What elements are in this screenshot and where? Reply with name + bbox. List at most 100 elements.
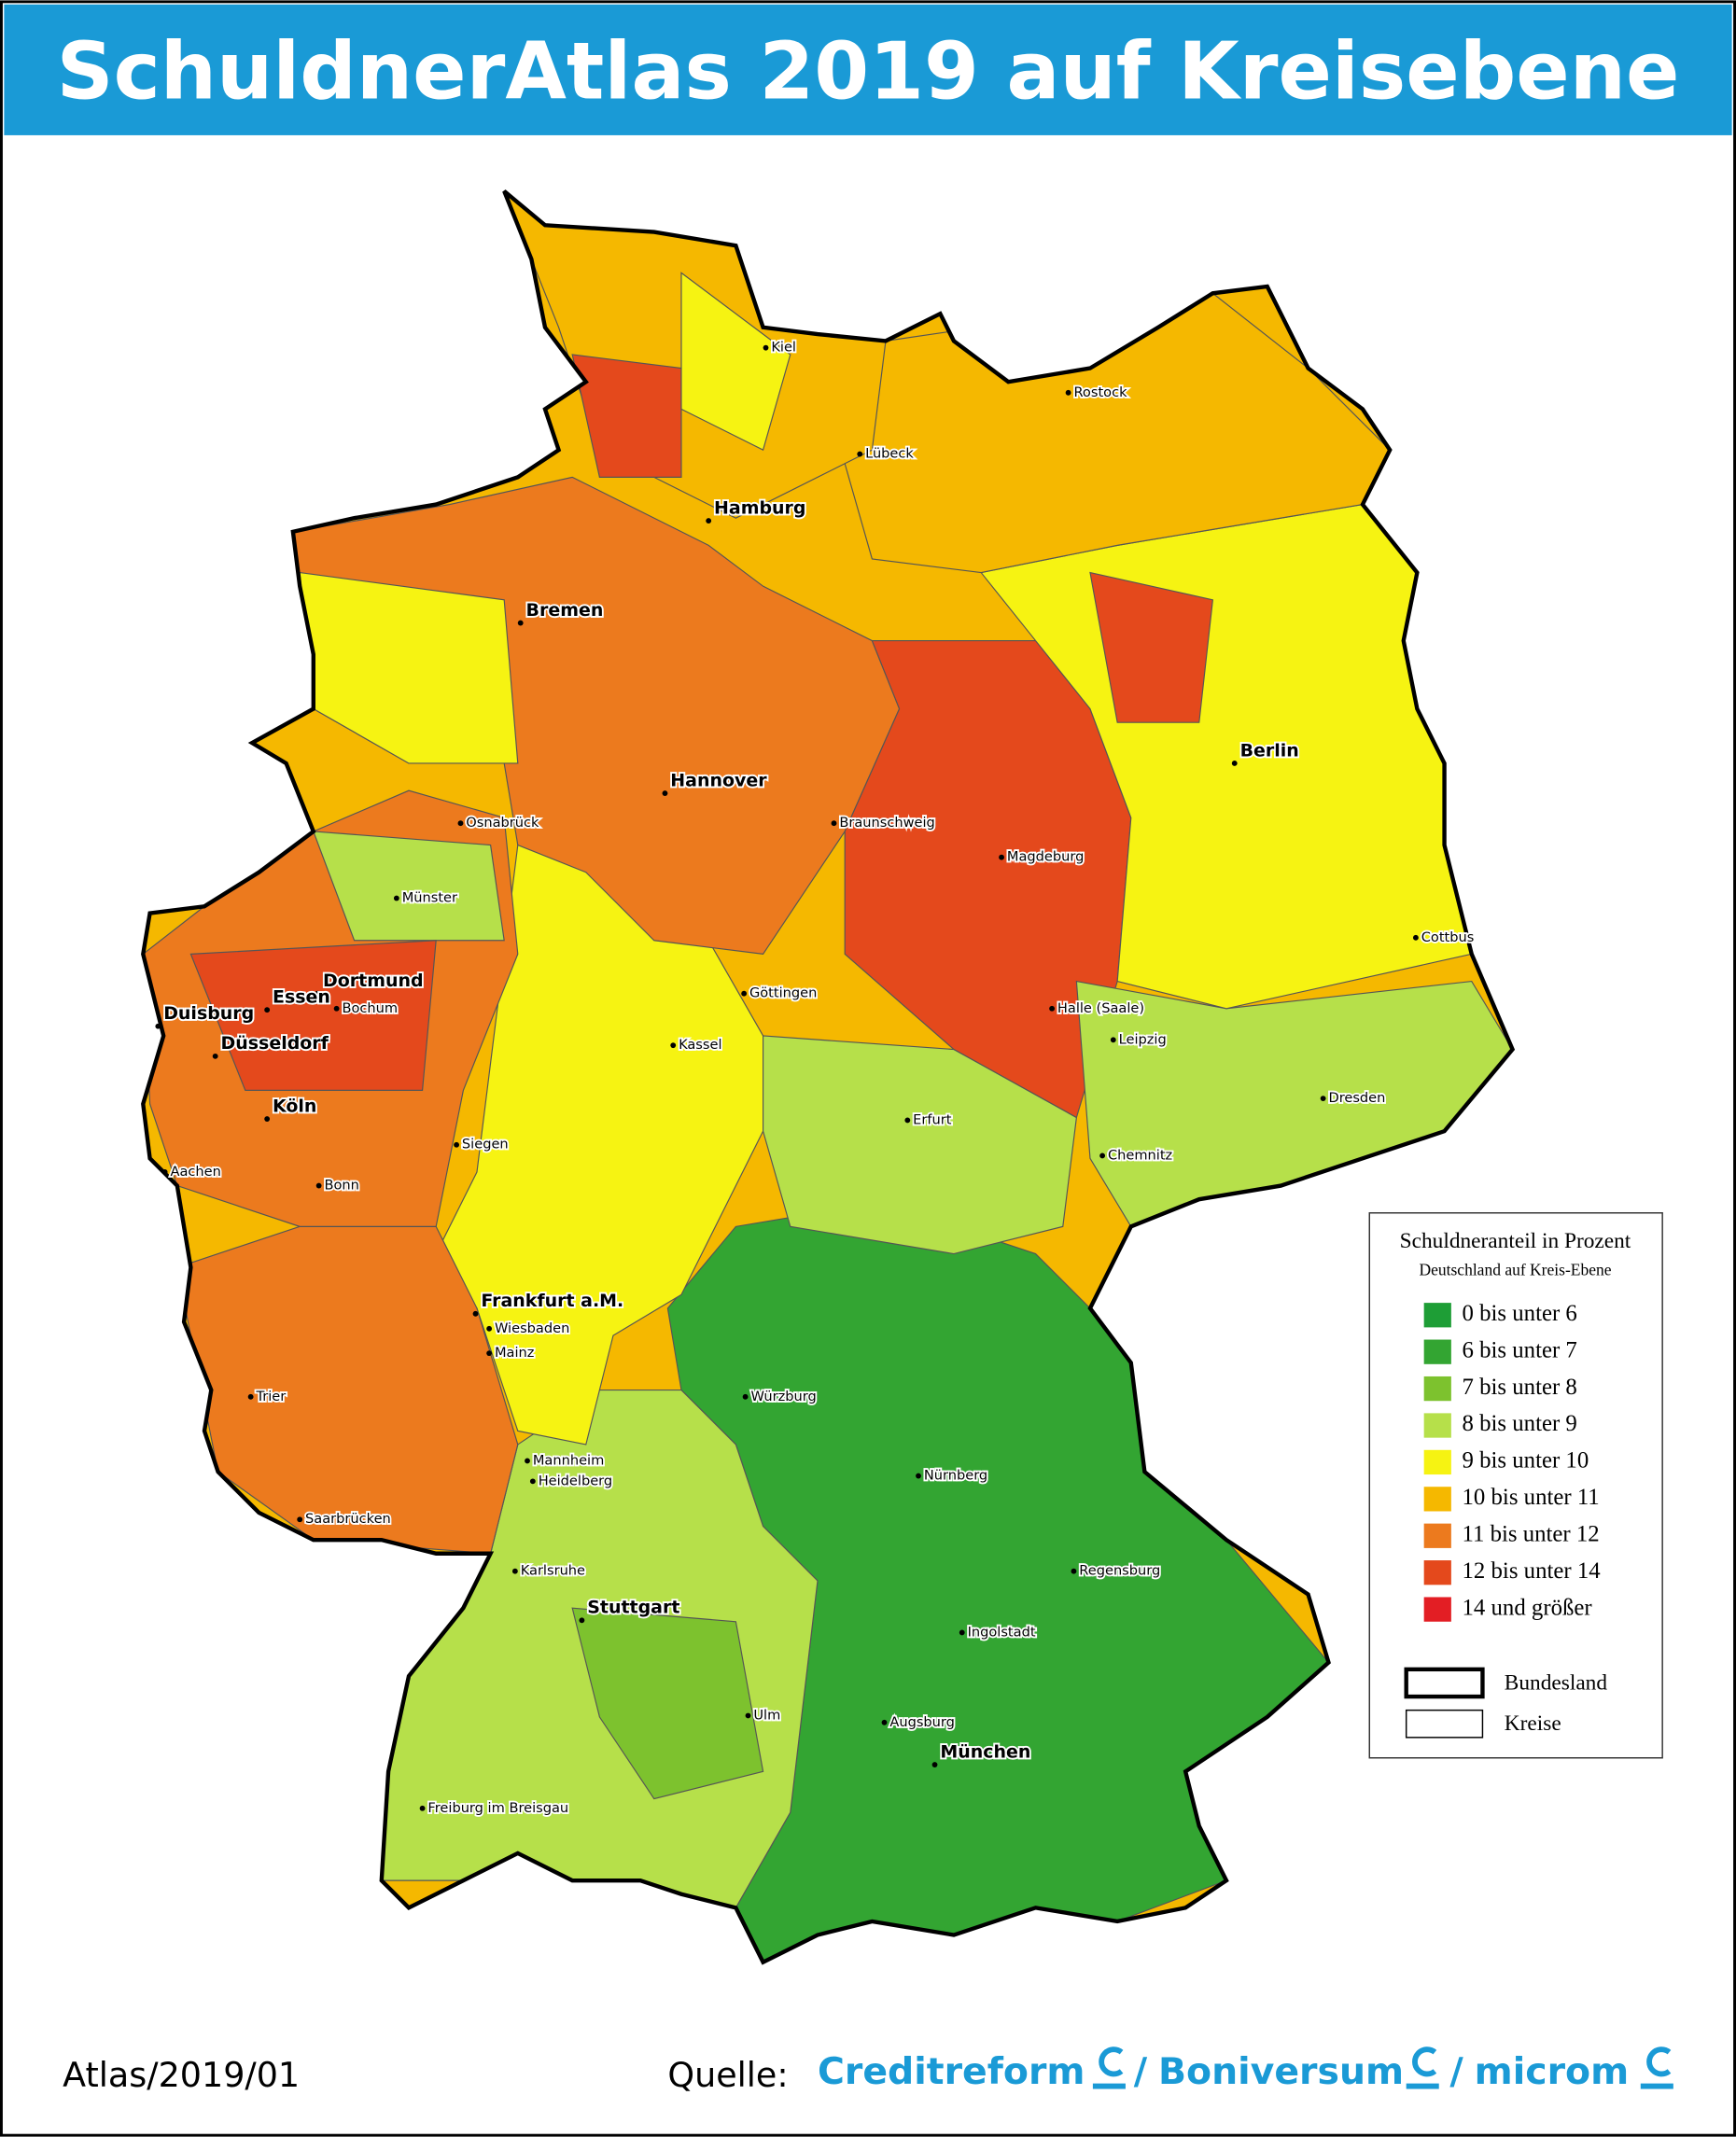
legend-label: 7 bis unter 8 — [1463, 1375, 1577, 1400]
city-dot — [916, 1473, 921, 1479]
city-label: Braunschweig — [839, 815, 934, 831]
legend-swatch — [1423, 1523, 1451, 1548]
city-label: Cottbus — [1421, 929, 1475, 945]
city-dot — [931, 1762, 938, 1767]
legend-subtitle: Deutschland auf Kreis-Ebene — [1419, 1261, 1611, 1279]
city-dot — [419, 1805, 426, 1811]
city-dot — [264, 1007, 271, 1013]
city-dot — [745, 1712, 751, 1719]
legend-swatch — [1423, 1376, 1451, 1402]
city-label: Halle (Saale) — [1057, 1000, 1144, 1016]
legend-box — [1368, 1212, 1663, 1759]
city-dot — [706, 518, 712, 524]
legend-label: 0 bis unter 6 — [1463, 1301, 1577, 1326]
legend-kreise-swatch — [1405, 1709, 1484, 1739]
legend-swatch — [1423, 1597, 1451, 1622]
brand: Creditreform — [818, 2050, 1085, 2093]
region — [762, 1035, 1078, 1255]
legend-swatch — [1423, 1339, 1451, 1364]
city-label: Nürnberg — [924, 1468, 987, 1484]
city-dot — [741, 990, 748, 997]
city-label: Kiel — [771, 340, 796, 356]
city-label: Bonn — [324, 1178, 358, 1194]
city-dot — [763, 344, 769, 351]
city-label: Augsburg — [889, 1714, 955, 1730]
legend-title: Schuldneranteil in Prozent — [1400, 1229, 1631, 1253]
city-label: Lübeck — [865, 446, 914, 462]
regions — [143, 190, 1513, 1962]
legend-label: 12 bis unter 14 — [1463, 1558, 1602, 1584]
city-label: Dortmund — [323, 971, 424, 991]
city-label: München — [940, 1741, 1030, 1762]
city-dot — [486, 1325, 493, 1332]
city-label: Kassel — [679, 1037, 721, 1053]
city-dot — [959, 1629, 965, 1636]
city-label: Essen — [273, 987, 330, 1008]
city-dot — [393, 895, 399, 901]
legend-swatch — [1423, 1560, 1451, 1585]
city-label: Chemnitz — [1108, 1147, 1173, 1163]
logo — [1406, 2046, 1439, 2089]
city-label: Mannheim — [533, 1452, 604, 1468]
city-dot — [857, 451, 863, 457]
city-label: Leipzig — [1119, 1031, 1167, 1047]
legend-swatch — [1423, 1303, 1451, 1328]
city-dot — [831, 820, 837, 827]
brand: Boniversum — [1158, 2050, 1404, 2093]
region — [680, 272, 791, 452]
city-dot — [155, 1023, 161, 1029]
city-label: Düsseldorf — [221, 1033, 329, 1054]
city-dot — [247, 1393, 254, 1400]
city-dot — [999, 854, 1004, 860]
region — [571, 354, 682, 478]
brand-logos — [1092, 2046, 1673, 2089]
city-label: Aachen — [170, 1164, 220, 1180]
city-label: Köln — [273, 1096, 316, 1116]
legend-swatch — [1423, 1487, 1451, 1512]
separator: / — [1134, 2050, 1148, 2093]
title-bar — [4, 4, 1732, 135]
city-dot — [457, 820, 464, 827]
city-dot — [662, 790, 668, 797]
legend-label: 8 bis unter 9 — [1463, 1411, 1577, 1436]
region — [1089, 571, 1214, 723]
legend-label: 10 bis unter 11 — [1463, 1485, 1600, 1510]
city-label: Siegen — [462, 1137, 509, 1152]
city-dot — [904, 1117, 911, 1124]
legend-swatch — [1423, 1449, 1451, 1475]
city-label: Regensburg — [1079, 1563, 1160, 1579]
city-label: Wiesbaden — [495, 1320, 569, 1336]
city-label: Karlsruhe — [521, 1563, 585, 1579]
city-label: Würzburg — [750, 1389, 816, 1404]
city-label: Bremen — [526, 600, 604, 621]
title: SchuldnerAtlas 2019 auf Kreisebene — [57, 25, 1680, 118]
city-dot — [1071, 1568, 1077, 1574]
logo — [1092, 2046, 1126, 2089]
city-dot — [579, 1617, 585, 1624]
city-dot — [529, 1478, 536, 1485]
city-label: Münster — [402, 890, 457, 906]
city-dot — [472, 1310, 479, 1317]
cities: Kiel Rostock Lübeck Hamburg Bremen Berlin Hann… — [155, 338, 1476, 1818]
city-label: Göttingen — [749, 985, 817, 1001]
city-dot — [454, 1141, 460, 1148]
city-label: Dresden — [1328, 1090, 1385, 1106]
city-dot — [1065, 389, 1071, 396]
legend-border-label: Bundesland — [1505, 1670, 1608, 1695]
city-label: Osnabrück — [466, 815, 539, 831]
legend-label: 11 bis unter 12 — [1463, 1521, 1600, 1546]
legend-label: 9 bis unter 10 — [1463, 1448, 1589, 1474]
city-label: Frankfurt a.M. — [481, 1291, 623, 1311]
legend-bundesland-swatch — [1404, 1667, 1485, 1699]
city-label: Magdeburg — [1007, 849, 1084, 865]
brand: microm — [1475, 2050, 1630, 2093]
city-dot — [1049, 1005, 1056, 1012]
city-dot — [1110, 1037, 1116, 1043]
city-dot — [161, 1169, 168, 1175]
city-dot — [315, 1182, 322, 1189]
legend-swatch — [1423, 1413, 1451, 1438]
footer-source: Quelle: — [667, 2055, 788, 2095]
city-label: Ingolstadt — [968, 1624, 1036, 1640]
city-dot — [742, 1393, 749, 1400]
